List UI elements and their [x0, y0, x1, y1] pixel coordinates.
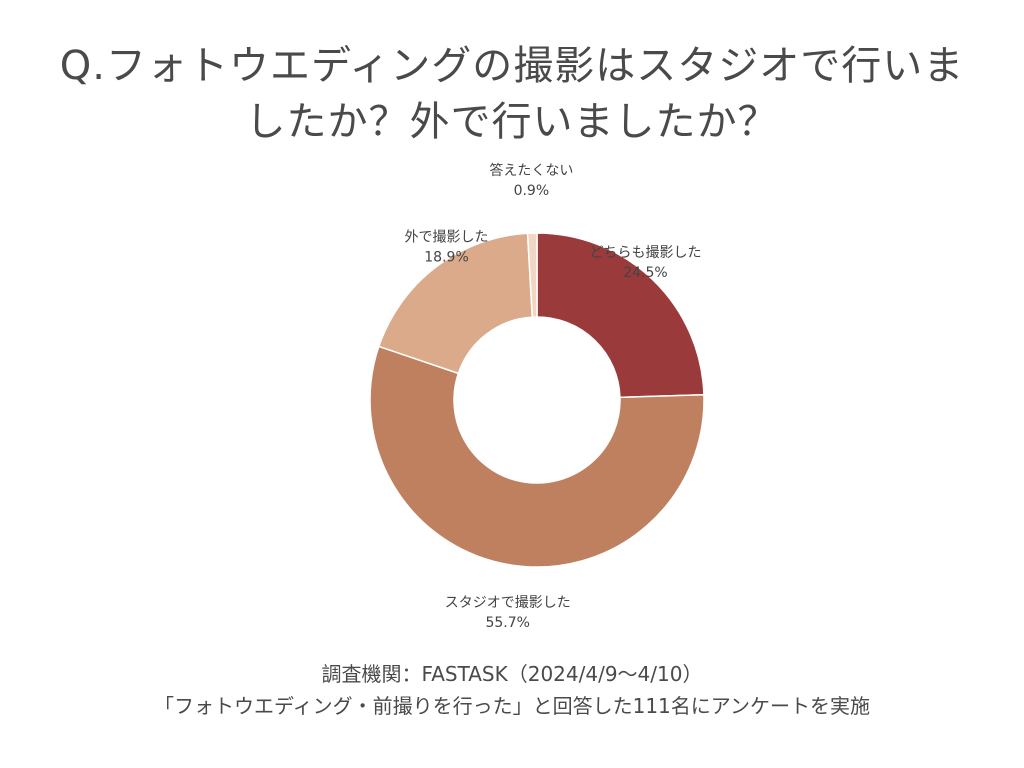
- slice-name-1: どちらも撮影した: [589, 244, 701, 261]
- slice-label-4: 答えたくない 0.9%: [489, 162, 573, 199]
- survey-description: 「フォトウエディング・前撮りを行った」と回答した111名にアンケートを実施: [154, 694, 870, 718]
- chart-title-line-1: Q.フォトウエディングの撮影はスタジオで行いま: [59, 43, 965, 89]
- slice-labels: どちらも撮影した 24.5% スタジオで撮影した 55.7% 外で撮影した 18.9% 答え…: [405, 162, 702, 631]
- slice-1: [536, 232, 705, 399]
- slice-value-1: 24.5%: [623, 265, 667, 281]
- slice-3: [377, 232, 534, 375]
- chart-title-line-2: したか？外で行いましたか？: [245, 99, 779, 145]
- slice-label-3: 外で撮影した 18.9%: [405, 229, 489, 266]
- slice-name-3: 外で撮影した: [405, 229, 489, 246]
- slice-name-4: 答えたくない: [489, 162, 573, 179]
- slice-label-1: どちらも撮影した 24.5%: [589, 244, 701, 281]
- survey-note: 調査機関：FASTASK（2024/4/9～4/10） 「フォトウエディング・前…: [0, 658, 1024, 722]
- slice-value-3: 18.9%: [424, 250, 468, 266]
- survey-source: 調査機関：FASTASK（2024/4/9～4/10）: [321, 662, 703, 686]
- slice-value-4: 0.9%: [514, 183, 550, 199]
- slice-name-2: スタジオで撮影した: [445, 594, 571, 611]
- donut-slices: [369, 232, 705, 568]
- slice-4: [526, 232, 538, 318]
- slice-value-2: 55.7%: [485, 615, 529, 631]
- chart-title: Q.フォトウエディングの撮影はスタジオで行いま したか？外で行いましたか？: [0, 38, 1024, 150]
- slice-label-2: スタジオで撮影した 55.7%: [445, 594, 571, 631]
- slice-2: [369, 345, 705, 568]
